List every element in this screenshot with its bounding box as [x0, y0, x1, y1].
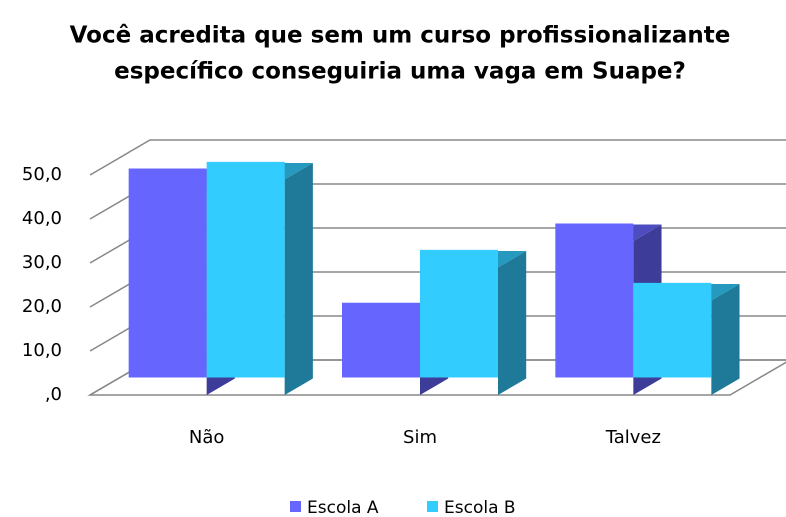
chart-title: específico conseguiria uma vaga em Suape… — [114, 59, 686, 85]
x-tick-label: Talvez — [605, 427, 661, 448]
grid-line — [89, 139, 786, 176]
chart-title: Você acredita que sem um curso profissio… — [70, 23, 731, 49]
bar — [206, 161, 313, 395]
y-tick-label: 20,0 — [22, 296, 62, 317]
legend-swatch — [290, 501, 301, 512]
bar-side — [284, 162, 313, 395]
x-tick-label: Não — [189, 427, 225, 448]
x-tick-label: Sim — [403, 427, 437, 448]
legend-swatch — [427, 501, 438, 512]
y-tick-label: 30,0 — [22, 252, 62, 273]
legend-label: Escola A — [307, 498, 379, 517]
bar — [420, 249, 527, 395]
bar-front — [128, 168, 207, 378]
y-tick-label: 10,0 — [22, 340, 62, 361]
bar-side — [498, 250, 527, 395]
bar-front — [342, 302, 420, 378]
y-tick-label: 40,0 — [22, 208, 62, 229]
bar-front — [420, 249, 498, 378]
bar — [633, 282, 740, 395]
bar-front — [633, 282, 712, 378]
bar-front — [555, 223, 634, 378]
y-tick-label: 50,0 — [22, 164, 62, 185]
bar-front — [206, 161, 285, 378]
y-tick-label: ,0 — [45, 384, 62, 405]
bar-side — [711, 283, 740, 395]
legend-label: Escola B — [444, 498, 516, 517]
